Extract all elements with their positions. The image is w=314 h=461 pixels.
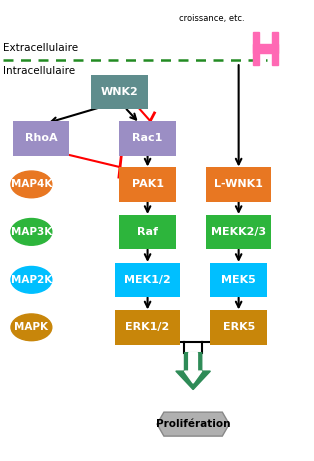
FancyBboxPatch shape [272, 32, 278, 65]
FancyBboxPatch shape [210, 310, 267, 345]
Ellipse shape [11, 219, 52, 245]
Text: Prolifération: Prolifération [156, 419, 230, 429]
Text: Intracellulaire: Intracellulaire [3, 66, 75, 77]
Text: MEK5: MEK5 [221, 275, 256, 285]
Text: RhoA: RhoA [24, 133, 57, 143]
Ellipse shape [11, 171, 52, 198]
FancyBboxPatch shape [91, 75, 148, 109]
Ellipse shape [11, 314, 52, 341]
FancyBboxPatch shape [119, 121, 176, 156]
FancyBboxPatch shape [253, 32, 259, 65]
FancyBboxPatch shape [13, 121, 69, 156]
FancyBboxPatch shape [119, 215, 176, 249]
Text: ERK1/2: ERK1/2 [126, 322, 170, 332]
FancyBboxPatch shape [115, 262, 180, 297]
Text: Rac1: Rac1 [133, 133, 163, 143]
FancyBboxPatch shape [206, 215, 271, 249]
Ellipse shape [11, 266, 52, 293]
FancyBboxPatch shape [119, 167, 176, 202]
FancyBboxPatch shape [206, 167, 271, 202]
Text: L-WNK1: L-WNK1 [214, 179, 263, 189]
Text: ERK5: ERK5 [223, 322, 255, 332]
Text: Raf: Raf [137, 227, 158, 237]
Text: MAP4K: MAP4K [11, 179, 52, 189]
Text: croissance, etc.: croissance, etc. [179, 14, 245, 23]
Polygon shape [176, 353, 210, 390]
Text: Extracellulaire: Extracellulaire [3, 43, 78, 53]
FancyBboxPatch shape [253, 44, 278, 53]
Polygon shape [184, 353, 202, 383]
Polygon shape [157, 412, 229, 436]
FancyBboxPatch shape [115, 310, 180, 345]
Text: PAK1: PAK1 [132, 179, 164, 189]
Text: MAPK: MAPK [14, 322, 48, 332]
Text: MAP2K: MAP2K [11, 275, 52, 285]
Text: MEK1/2: MEK1/2 [124, 275, 171, 285]
FancyBboxPatch shape [210, 262, 267, 297]
Text: MEKK2/3: MEKK2/3 [211, 227, 266, 237]
Text: MAP3K: MAP3K [11, 227, 52, 237]
Text: WNK2: WNK2 [100, 87, 138, 97]
